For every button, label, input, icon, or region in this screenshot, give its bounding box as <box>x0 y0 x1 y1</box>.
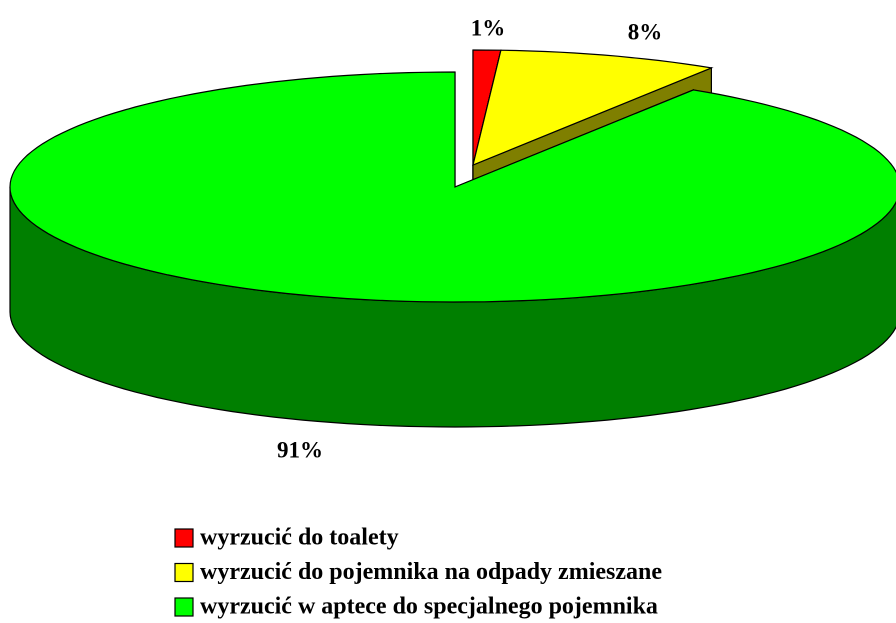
legend-label: wyrzucić w aptece do specjalnego pojemni… <box>200 594 658 620</box>
data-label: 91% <box>277 437 323 462</box>
legend-swatch <box>174 528 194 548</box>
legend-swatch <box>174 562 194 583</box>
data-label: 1% <box>471 15 506 40</box>
slice <box>472 49 714 166</box>
data-label: 8% <box>628 19 663 44</box>
legend-swatch <box>174 597 194 617</box>
legend-label: wyrzucić do toalety <box>200 525 399 551</box>
legend-label: wyrzucić do pojemnika na odpady zmieszan… <box>200 559 662 585</box>
slice <box>9 71 896 303</box>
